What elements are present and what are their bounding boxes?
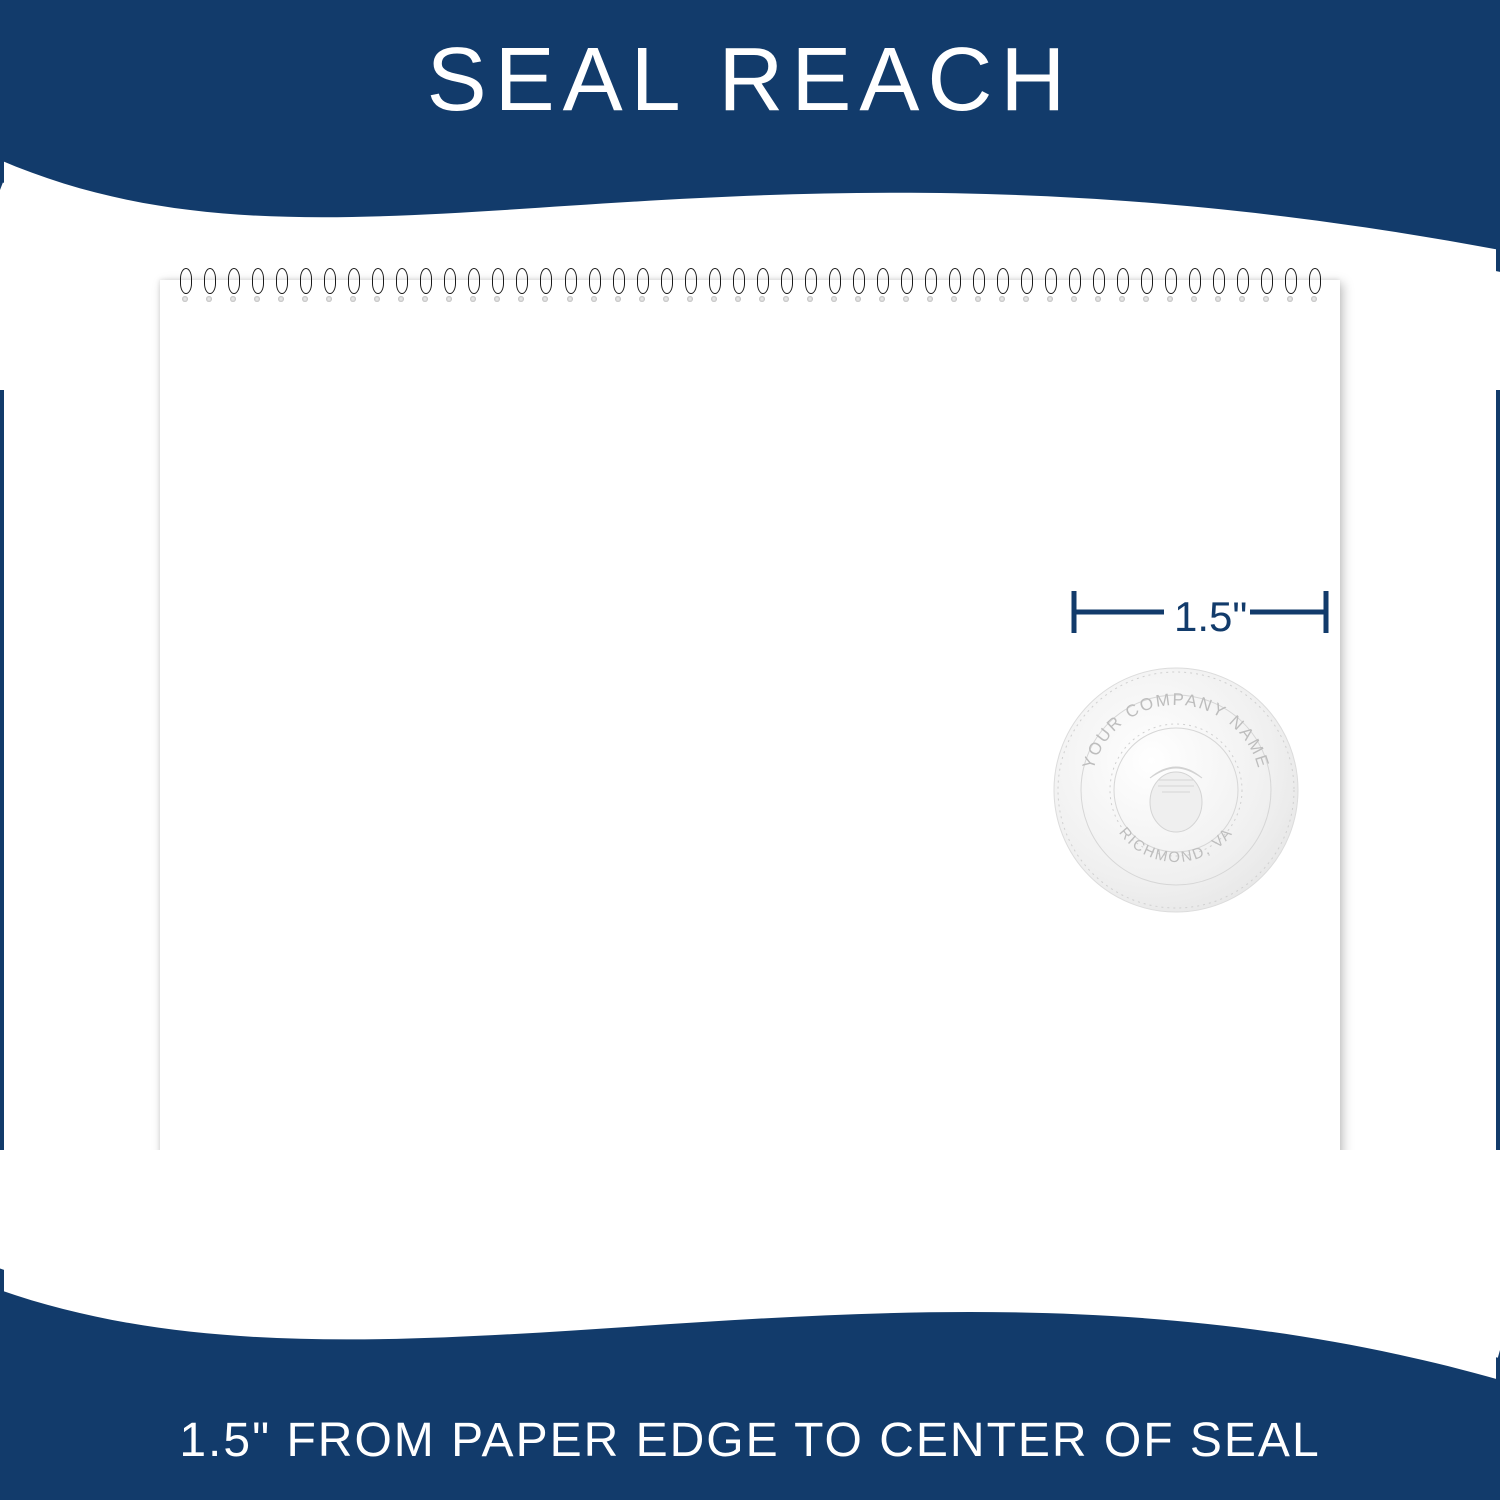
spiral-binding bbox=[178, 266, 1322, 300]
spiral-ring bbox=[1067, 266, 1081, 300]
spiral-ring bbox=[947, 266, 961, 300]
spiral-ring bbox=[563, 266, 577, 300]
spiral-ring bbox=[514, 266, 528, 300]
spiral-ring bbox=[1235, 266, 1249, 300]
spiral-ring bbox=[587, 266, 601, 300]
page-title: SEAL REACH bbox=[427, 29, 1074, 132]
spiral-ring bbox=[442, 266, 456, 300]
spiral-ring bbox=[466, 266, 480, 300]
spiral-ring bbox=[1211, 266, 1225, 300]
notepad: 1.5" YOUR COMPANY NAME bbox=[160, 280, 1340, 1170]
spiral-ring bbox=[490, 266, 504, 300]
spiral-ring bbox=[178, 266, 192, 300]
spiral-ring bbox=[1043, 266, 1057, 300]
spiral-ring bbox=[1307, 266, 1321, 300]
spiral-ring bbox=[1259, 266, 1273, 300]
spiral-ring bbox=[875, 266, 889, 300]
spiral-ring bbox=[683, 266, 697, 300]
spiral-ring bbox=[226, 266, 240, 300]
spiral-ring bbox=[298, 266, 312, 300]
spiral-ring bbox=[995, 266, 1009, 300]
spiral-ring bbox=[322, 266, 336, 300]
spiral-ring bbox=[827, 266, 841, 300]
spiral-ring bbox=[707, 266, 721, 300]
spiral-ring bbox=[418, 266, 432, 300]
spiral-ring bbox=[971, 266, 985, 300]
spiral-ring bbox=[1163, 266, 1177, 300]
spiral-ring bbox=[1283, 266, 1297, 300]
spiral-ring bbox=[1115, 266, 1129, 300]
header-bar: SEAL REACH bbox=[0, 0, 1500, 160]
spiral-ring bbox=[1019, 266, 1033, 300]
spiral-ring bbox=[755, 266, 769, 300]
reach-measurement: 1.5" bbox=[1070, 585, 1330, 645]
spiral-ring bbox=[635, 266, 649, 300]
spiral-ring bbox=[731, 266, 745, 300]
spiral-ring bbox=[250, 266, 264, 300]
spiral-ring bbox=[851, 266, 865, 300]
footer-caption: 1.5" FROM PAPER EDGE TO CENTER OF SEAL bbox=[179, 1413, 1320, 1468]
spiral-ring bbox=[923, 266, 937, 300]
spiral-ring bbox=[803, 266, 817, 300]
spiral-ring bbox=[394, 266, 408, 300]
footer-bar: 1.5" FROM PAPER EDGE TO CENTER OF SEAL bbox=[0, 1380, 1500, 1500]
spiral-ring bbox=[274, 266, 288, 300]
spiral-ring bbox=[202, 266, 216, 300]
spiral-ring bbox=[899, 266, 913, 300]
spiral-ring bbox=[611, 266, 625, 300]
spiral-ring bbox=[1139, 266, 1153, 300]
spiral-ring bbox=[1187, 266, 1201, 300]
embossed-seal: YOUR COMPANY NAME RICHMOND, VA bbox=[1046, 660, 1306, 920]
spiral-ring bbox=[370, 266, 384, 300]
spiral-ring bbox=[538, 266, 552, 300]
spiral-ring bbox=[659, 266, 673, 300]
spiral-ring bbox=[779, 266, 793, 300]
spiral-ring bbox=[1091, 266, 1105, 300]
measurement-label: 1.5" bbox=[1174, 593, 1247, 641]
spiral-ring bbox=[346, 266, 360, 300]
